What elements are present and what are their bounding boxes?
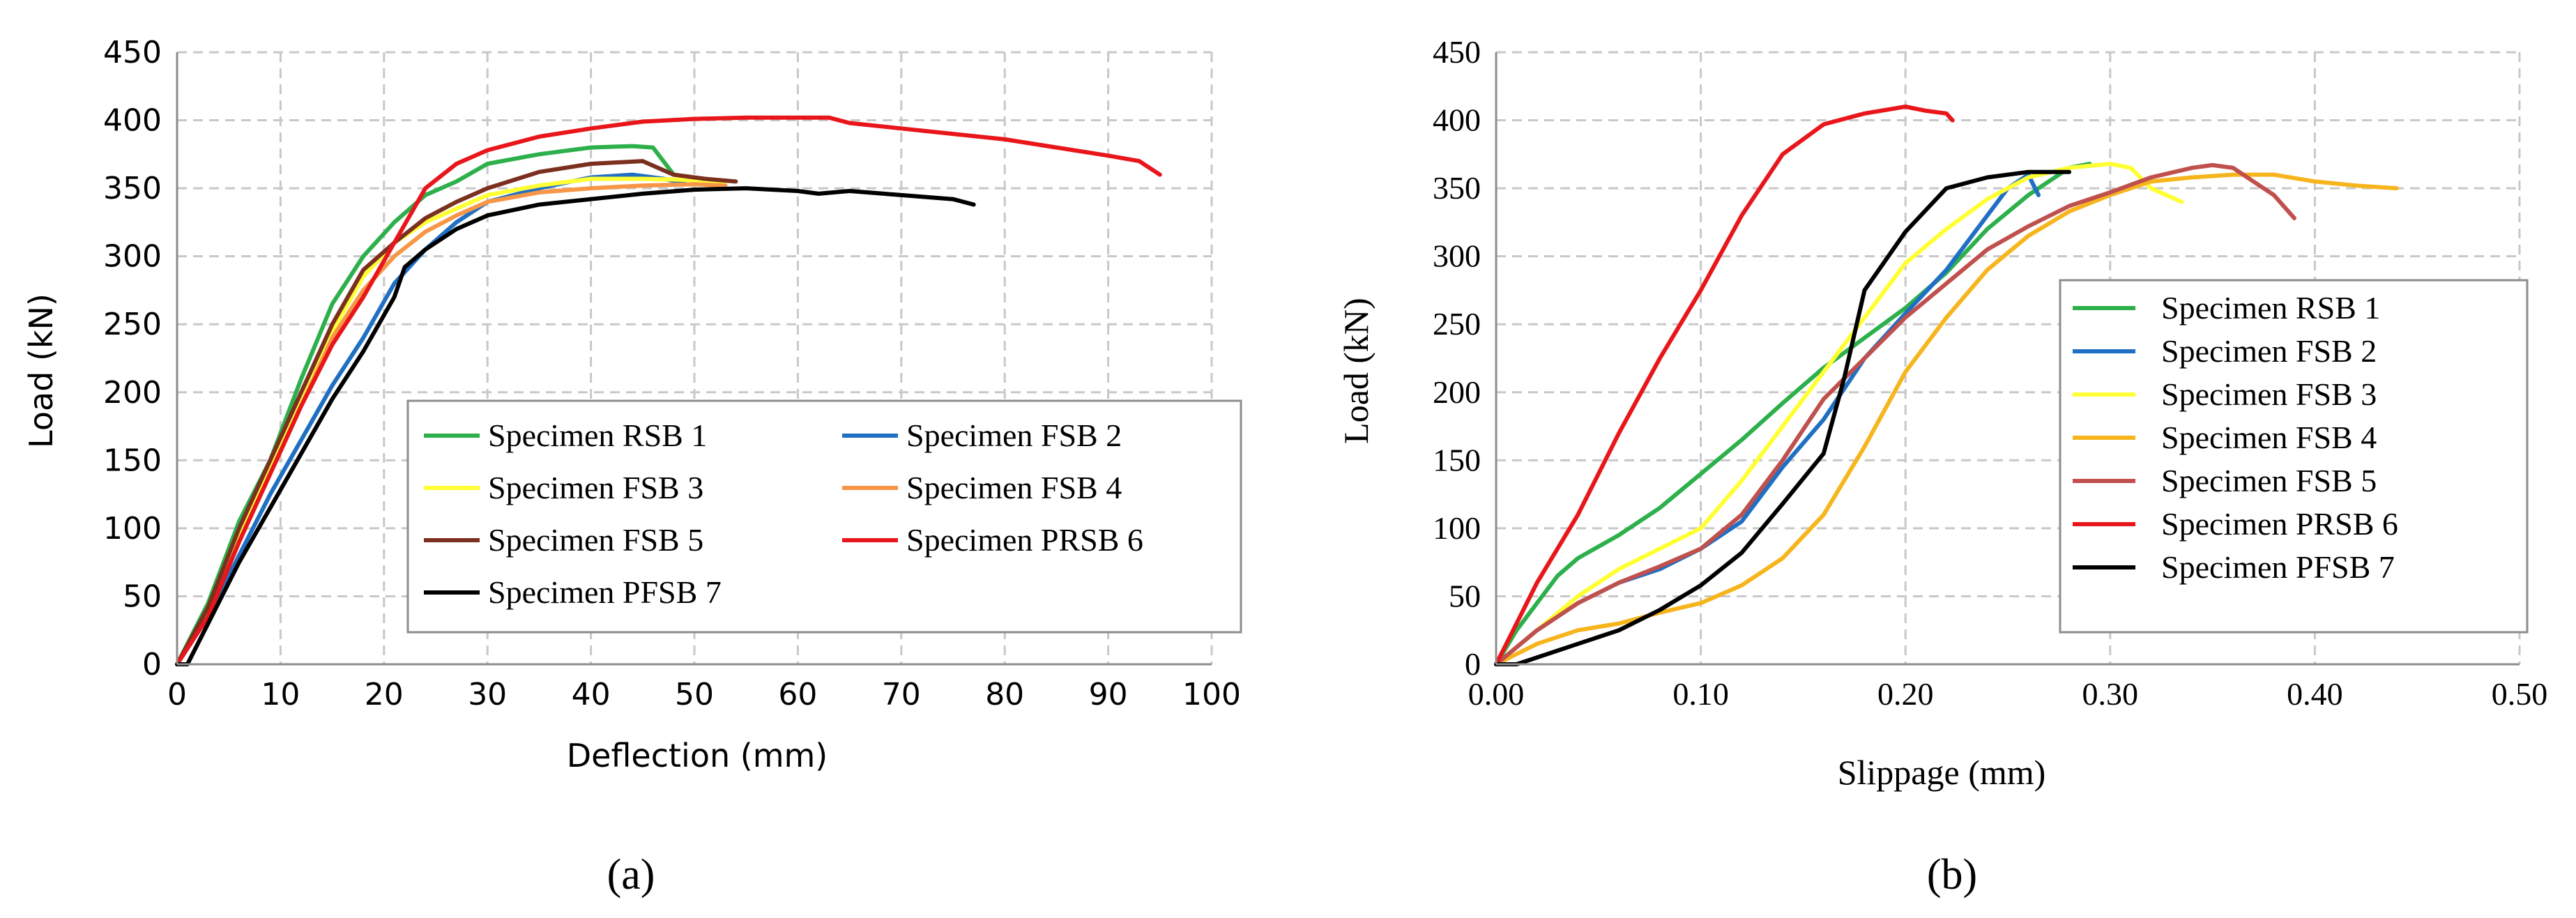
panel-a-x-tick-label: 80 — [985, 677, 1024, 712]
panel-a-series-6 — [175, 115, 1162, 666]
panel-a-x-tick-label: 0 — [167, 677, 187, 712]
panel-b-x-tick-labels: 0.00 0.10 0.20 0.30 0.40 0.50 — [1468, 676, 2548, 712]
panel-a-series-5 — [175, 159, 738, 666]
panel-a-y-tick-label: 50 — [123, 579, 162, 614]
panel-b-legend-label-1: Specimen RSB 1 — [2161, 290, 2380, 326]
panel-b-series-6 — [1494, 105, 1955, 666]
panel-b-x-tick-label: 0.40 — [2287, 676, 2343, 712]
panel-b-legend-label-7: Specimen PFSB 7 — [2161, 549, 2395, 585]
panel-a-legend-label-5: Specimen FSB 5 — [488, 522, 703, 558]
panel-b-x-tick-label: 0.50 — [2492, 676, 2548, 712]
panel-b-x-axis-label: Slippage (mm) — [1838, 753, 2046, 792]
panel-b-legend-label-3: Specimen FSB 3 — [2161, 376, 2377, 412]
panel-b-caption: (b) — [1927, 851, 1977, 898]
panel-a-y-tick-label: 250 — [103, 307, 162, 342]
panel-b-y-tick-label: 450 — [1433, 34, 1481, 70]
panel-a-y-tick-label: 450 — [103, 35, 162, 70]
panel-a-legend-label-4: Specimen FSB 4 — [906, 470, 1122, 505]
panel-b-series-7 — [1494, 169, 2072, 666]
panel-b-y-tick-label: 250 — [1433, 306, 1481, 342]
panel-b-y-tick-label: 300 — [1433, 238, 1481, 274]
panel-b-y-axis-label: Load (kN) — [1336, 298, 1375, 444]
panel-b-legend-label-6: Specimen PRSB 6 — [2161, 506, 2398, 542]
panel-b-y-tick-label: 100 — [1433, 510, 1481, 546]
panel-a-x-tick-label: 40 — [572, 677, 611, 712]
panel-b-series-5 — [1494, 162, 2296, 666]
panel-a-y-tick-label: 400 — [103, 103, 162, 139]
panel-b-y-tick-label: 150 — [1433, 442, 1481, 477]
panel-a-x-tick-label: 90 — [1089, 677, 1128, 712]
panel-a-x-tick-labels: 0 10 20 30 40 50 60 70 80 90 100 — [167, 677, 1241, 712]
panel-b-y-tick-label: 400 — [1433, 102, 1481, 138]
panel-a-x-axis-label: Deflection (mm) — [567, 737, 828, 774]
panel-a-legend-label-2: Specimen FSB 2 — [906, 418, 1122, 453]
panel-a-y-tick-label: 350 — [103, 171, 162, 206]
panel-b-x-tick-label: 0.10 — [1672, 676, 1729, 712]
panel-b-legend-box — [2059, 279, 2529, 634]
panel-b-y-tick-label: 350 — [1433, 170, 1481, 206]
panel-a-x-tick-label: 20 — [365, 677, 404, 712]
panel-a-x-tick-label: 50 — [675, 677, 714, 712]
panel-a-y-tick-label: 200 — [103, 375, 162, 411]
panel-a-legend-label-3: Specimen FSB 3 — [488, 470, 703, 505]
panel-b-y-tick-label: 200 — [1433, 374, 1481, 410]
panel-a-x-tick-label: 60 — [778, 677, 817, 712]
panel-b-x-tick-label: 0.00 — [1468, 676, 1525, 712]
panel-a-y-tick-labels: 0 50 100 150 200 250 300 350 400 450 — [103, 35, 162, 682]
panel-a-x-tick-label: 100 — [1182, 677, 1241, 712]
panel-a-series-2 — [175, 172, 687, 666]
panel-b-legend-label-2: Specimen FSB 2 — [2161, 333, 2377, 369]
panel-b-y-tick-labels: 0 50 100 150 200 250 300 350 400 450 — [1433, 34, 1481, 682]
panel-a-series-7 — [175, 186, 976, 666]
panel-b-series-group — [1494, 105, 2399, 666]
panel-a-legend-label-6: Specimen PRSB 6 — [906, 522, 1143, 558]
panel-b-x-tick-label: 0.30 — [2082, 676, 2139, 712]
panel-a-legend-box — [406, 399, 1242, 634]
panel-b-legend-label-4: Specimen FSB 4 — [2161, 420, 2377, 455]
panel-a-y-axis-label: Load (kN) — [22, 293, 60, 448]
panel-b-y-tick-label: 0 — [1465, 646, 1481, 682]
panel-b-y-tick-label: 50 — [1449, 578, 1481, 613]
panel-b-series-3 — [1494, 162, 2184, 666]
panel-b-legend-label-5: Specimen FSB 5 — [2161, 463, 2377, 498]
panel-b-legend: Specimen RSB 1 Specimen FSB 2 Specimen FSB… — [2059, 279, 2529, 634]
panel-a-caption: (a) — [607, 851, 655, 898]
panel-a-y-tick-label: 300 — [103, 239, 162, 275]
panel-a: 0 10 20 30 40 50 60 70 80 90 100 0 50 100 150 200 250 30… — [22, 35, 1242, 898]
panel-a-series-group — [175, 115, 1162, 666]
panel-b: 0.00 0.10 0.20 0.30 0.40 0.50 0 50 100 150 200 250… — [1336, 34, 2547, 898]
panel-a-y-tick-label: 0 — [142, 647, 162, 682]
panel-b-x-tick-label: 0.20 — [1877, 676, 1934, 712]
panel-a-legend-label-7: Specimen PFSB 7 — [488, 574, 722, 610]
panel-a-x-tick-label: 30 — [468, 677, 507, 712]
panel-b-series-1 — [1494, 162, 2092, 666]
panel-a-x-tick-label: 70 — [882, 677, 921, 712]
panel-a-y-tick-label: 100 — [103, 511, 162, 546]
panel-a-y-tick-label: 150 — [103, 443, 162, 478]
panel-a-legend: Specimen RSB 1 Specimen FSB 2 Specimen FSB… — [406, 399, 1242, 634]
panel-a-legend-label-1: Specimen RSB 1 — [488, 418, 707, 453]
panel-a-x-tick-label: 10 — [261, 677, 300, 712]
